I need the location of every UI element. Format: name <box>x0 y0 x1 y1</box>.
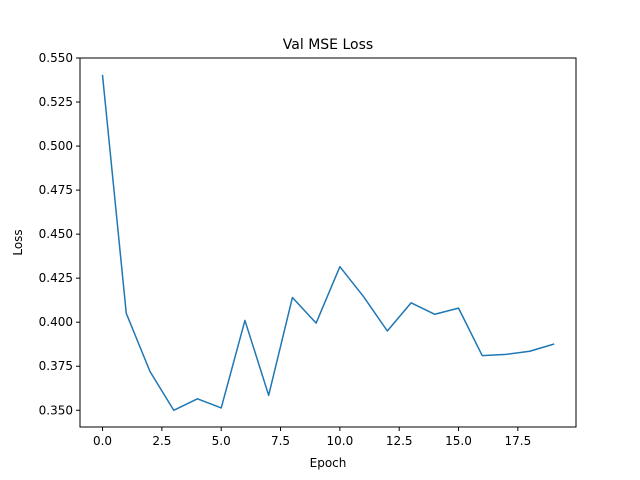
y-tick-label: 0.425 <box>39 271 73 285</box>
y-axis-label: Loss <box>11 229 25 255</box>
x-axis: 0.0 2.5 5.0 7.5 10.0 12.5 15.0 17.5 <box>93 427 531 448</box>
series-line <box>101 74 555 412</box>
x-tick-label: 12.5 <box>386 434 413 448</box>
x-tick-label: 17.5 <box>504 434 531 448</box>
x-axis-label: Epoch <box>310 456 347 470</box>
axes-frame <box>79 57 577 428</box>
y-tick-label: 0.550 <box>39 51 73 65</box>
x-tick-label: 10.0 <box>327 434 354 448</box>
y-axis: 0.350 0.375 0.400 0.425 0.450 0.475 0.500 0.525… <box>39 51 80 417</box>
y-tick-label: 0.500 <box>39 139 73 153</box>
x-tick-label: 0.0 <box>93 434 112 448</box>
x-tick-label: 5.0 <box>212 434 231 448</box>
y-tick-label: 0.400 <box>39 315 73 329</box>
y-tick-label: 0.350 <box>39 403 73 417</box>
x-tick-label: 15.0 <box>445 434 472 448</box>
x-tick-label: 2.5 <box>152 434 171 448</box>
y-tick-label: 0.525 <box>39 95 73 109</box>
plot-area <box>101 74 555 412</box>
y-tick-label: 0.375 <box>39 359 73 373</box>
x-tick-label: 7.5 <box>271 434 290 448</box>
y-tick-label: 0.475 <box>39 183 73 197</box>
chart-title: Val MSE Loss <box>283 37 373 53</box>
y-tick-label: 0.450 <box>39 227 73 241</box>
